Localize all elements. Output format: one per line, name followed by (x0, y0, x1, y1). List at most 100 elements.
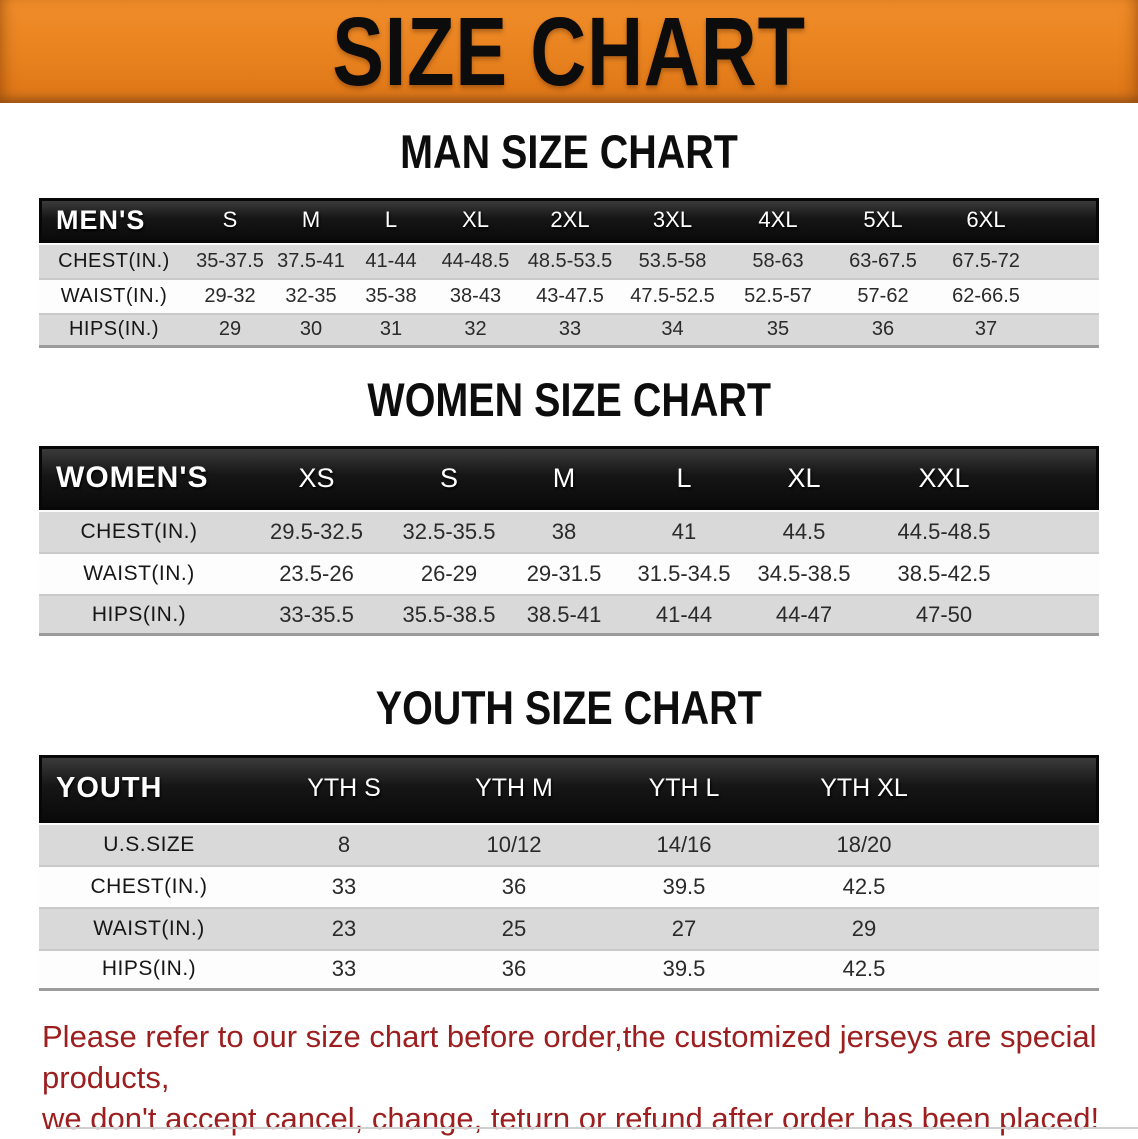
spacer-cell (1024, 446, 1099, 511)
men-waist-row: WAIST(IN.) 29-32 32-35 35-38 38-43 43-47… (39, 277, 1099, 313)
size-cell: 38.5-42.5 (864, 552, 1024, 595)
size-cell: 47-50 (864, 594, 1024, 637)
spacer-cell (1024, 594, 1099, 637)
men-chest-row: CHEST(IN.) 35-37.5 37.5-41 41-44 44-48.5… (39, 242, 1099, 278)
size-cell: 32 (431, 312, 520, 348)
spacer-cell (1037, 277, 1099, 313)
size-cell: 48.5-53.5 (520, 242, 620, 278)
size-cell: 47.5-52.5 (620, 277, 725, 313)
size-cell: 29 (189, 312, 271, 348)
youth-size-col-m: YTH M (429, 754, 599, 823)
size-cell: 32.5-35.5 (394, 510, 504, 553)
youth-header-label: YOUTH (39, 754, 259, 823)
size-cell: 34 (620, 312, 725, 348)
women-table-body: CHEST(IN.) 29.5-32.5 32.5-35.5 38 41 44.… (39, 510, 1099, 637)
row-label: CHEST(IN.) (39, 864, 259, 907)
youth-table-header: YOUTH YTH S YTH M YTH L YTH XL (39, 754, 1099, 823)
women-size-col-m: M (504, 446, 624, 511)
men-header-label: MEN'S (39, 197, 189, 243)
youth-waist-row: WAIST(IN.) 23 25 27 29 (39, 906, 1099, 949)
size-cell: 29 (769, 906, 959, 949)
row-label: HIPS(IN.) (39, 948, 259, 991)
men-size-col-4xl: 4XL (725, 197, 831, 243)
women-table-header: WOMEN'S XS S M L XL XXL (39, 446, 1099, 511)
men-header-row: MEN'S S M L XL 2XL 3XL 4XL 5XL 6XL (39, 197, 1099, 243)
youth-chest-row: CHEST(IN.) 33 36 39.5 42.5 (39, 864, 1099, 907)
size-cell: 29-32 (189, 277, 271, 313)
size-cell: 41-44 (624, 594, 744, 637)
men-size-col-6xl: 6XL (935, 197, 1037, 243)
size-cell: 52.5-57 (725, 277, 831, 313)
size-cell: 37 (935, 312, 1037, 348)
size-cell: 33 (520, 312, 620, 348)
youth-header-row: YOUTH YTH S YTH M YTH L YTH XL (39, 754, 1099, 823)
men-table-body: CHEST(IN.) 35-37.5 37.5-41 41-44 44-48.5… (39, 242, 1099, 348)
size-cell: 31 (351, 312, 431, 348)
size-cell: 31.5-34.5 (624, 552, 744, 595)
women-hips-row: HIPS(IN.) 33-35.5 35.5-38.5 38.5-41 41-4… (39, 594, 1099, 637)
women-size-chart-heading: WOMEN SIZE CHART (0, 373, 1138, 427)
men-hips-row: HIPS(IN.) 29 30 31 32 33 34 35 36 37 (39, 312, 1099, 348)
men-size-col-l: L (351, 197, 431, 243)
size-cell: 42.5 (769, 864, 959, 907)
size-cell: 62-66.5 (935, 277, 1037, 313)
women-size-col-l: L (624, 446, 744, 511)
size-cell: 35-37.5 (189, 242, 271, 278)
size-cell: 33 (259, 948, 429, 991)
row-label: CHEST(IN.) (39, 242, 189, 278)
size-cell: 27 (599, 906, 769, 949)
size-cell: 41-44 (351, 242, 431, 278)
youth-size-col-l: YTH L (599, 754, 769, 823)
size-cell: 33 (259, 864, 429, 907)
size-cell: 26-29 (394, 552, 504, 595)
size-cell: 44-47 (744, 594, 864, 637)
man-heading-text: MAN SIZE CHART (400, 125, 738, 178)
women-size-col-xxl: XXL (864, 446, 1024, 511)
size-cell: 42.5 (769, 948, 959, 991)
spacer-cell (1037, 242, 1099, 278)
spacer-cell (959, 754, 1099, 823)
size-cell: 39.5 (599, 864, 769, 907)
women-size-col-xl: XL (744, 446, 864, 511)
man-size-chart-heading: MAN SIZE CHART (0, 125, 1138, 179)
spacer-cell (959, 906, 1099, 949)
row-label: WAIST(IN.) (39, 552, 239, 595)
row-label: U.S.SIZE (39, 822, 259, 865)
size-cell: 44.5-48.5 (864, 510, 1024, 553)
page-title: SIZE CHART (273, 3, 865, 100)
men-size-col-5xl: 5XL (831, 197, 935, 243)
youth-size-table: YOUTH YTH S YTH M YTH L YTH XL U.S.SIZE … (39, 754, 1099, 991)
men-size-col-3xl: 3XL (620, 197, 725, 243)
size-cell: 35 (725, 312, 831, 348)
women-header-row: WOMEN'S XS S M L XL XXL (39, 446, 1099, 511)
size-cell: 25 (429, 906, 599, 949)
size-cell: 38 (504, 510, 624, 553)
page-title-text: SIZE CHART (332, 0, 806, 106)
size-cell: 38-43 (431, 277, 520, 313)
spacer-cell (1037, 312, 1099, 348)
size-cell: 44-48.5 (431, 242, 520, 278)
size-cell: 58-63 (725, 242, 831, 278)
men-size-col-m: M (271, 197, 351, 243)
size-cell: 32-35 (271, 277, 351, 313)
size-cell: 29-31.5 (504, 552, 624, 595)
size-cell: 18/20 (769, 822, 959, 865)
size-cell: 8 (259, 822, 429, 865)
row-label: WAIST(IN.) (39, 277, 189, 313)
disclaimer-line-2: we don't accept cancel, change, teturn o… (42, 1100, 1100, 1136)
size-cell: 41 (624, 510, 744, 553)
youth-size-chart-heading: YOUTH SIZE CHART (0, 682, 1138, 735)
size-cell: 53.5-58 (620, 242, 725, 278)
spacer-cell (959, 822, 1099, 865)
row-label: HIPS(IN.) (39, 312, 189, 348)
disclaimer-line-1: Please refer to our size chart before or… (42, 1018, 1097, 1095)
size-cell: 29.5-32.5 (239, 510, 394, 553)
bottom-edge-line (56, 1127, 1138, 1129)
row-label: CHEST(IN.) (39, 510, 239, 553)
men-size-col-xl: XL (431, 197, 520, 243)
women-size-col-s: S (394, 446, 504, 511)
size-cell: 44.5 (744, 510, 864, 553)
size-cell: 57-62 (831, 277, 935, 313)
men-size-table: MEN'S S M L XL 2XL 3XL 4XL 5XL 6XL CHEST… (39, 197, 1099, 348)
